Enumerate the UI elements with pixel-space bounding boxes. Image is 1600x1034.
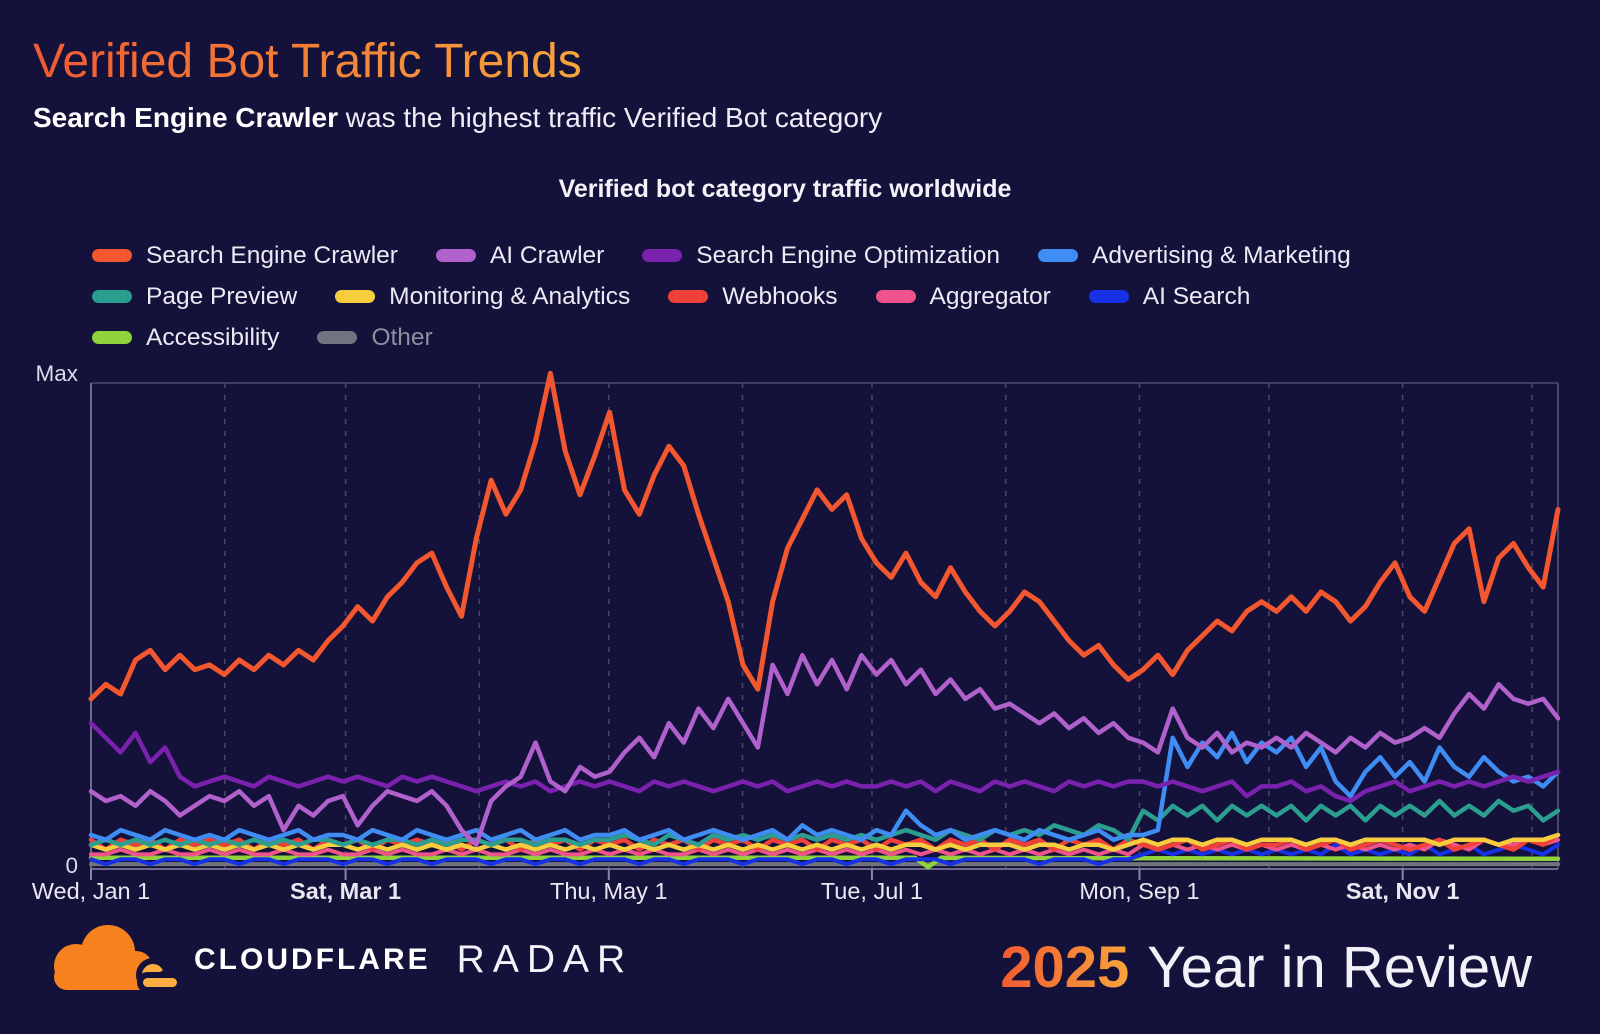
legend-swatch-icon xyxy=(92,290,132,303)
legend-item-ai-search[interactable]: AI Search xyxy=(1088,282,1251,311)
footer-brand-block: CLOUDFLARE RADAR xyxy=(34,918,633,1002)
legend-label: Search Engine Optimization xyxy=(696,241,1000,269)
cloudflare-big-cloud xyxy=(54,925,154,990)
chart-legend: Search Engine Crawler AI Crawler Search En… xyxy=(92,239,1552,354)
legend-label: Advertising & Marketing xyxy=(1092,241,1351,269)
legend-item-search-engine-optimization[interactable]: Search Engine Optimization xyxy=(642,242,1000,270)
subtitle-rest: was the highest traffic Verified Bot cat… xyxy=(338,102,883,133)
legend-swatch-icon xyxy=(1088,290,1129,303)
series-line-page-preview xyxy=(88,798,1561,847)
footer-tagline: Year in Review xyxy=(1147,935,1532,1000)
series-line-ai-search xyxy=(89,842,1560,867)
legend-label: Page Preview xyxy=(146,282,298,310)
legend-swatch-icon xyxy=(642,249,683,262)
legend-swatch-icon xyxy=(92,331,132,344)
chart-title: Verified bot category traffic worldwide xyxy=(558,175,1012,203)
legend-row: Page Preview Monitoring & Analytics Webhoo… xyxy=(92,280,1552,313)
series-line-advertising-marketing xyxy=(88,730,1561,843)
product-name: RADAR xyxy=(456,938,634,981)
legend-swatch-icon xyxy=(668,290,709,303)
legend-item-monitoring-analytics[interactable]: Monitoring & Analytics xyxy=(335,283,630,311)
legend-item-aggregator[interactable]: Aggregator xyxy=(875,282,1051,311)
brand-name: CLOUDFLARE xyxy=(194,943,431,976)
legend-row: Search Engine Crawler AI Crawler Search En… xyxy=(92,239,1552,272)
legend-label: AI Crawler xyxy=(489,241,605,269)
legend-swatch-icon xyxy=(92,249,132,262)
legend-swatch-icon xyxy=(435,249,476,262)
x-tick-label: Sat, Nov 1 xyxy=(1345,878,1460,904)
series-line-monitoring-analytics xyxy=(88,832,1561,852)
traffic-line-chart xyxy=(88,370,1561,880)
legend-item-webhooks[interactable]: Webhooks xyxy=(668,282,838,311)
legend-item-page-preview[interactable]: Page Preview xyxy=(92,283,297,311)
x-tick-label: Thu, May 1 xyxy=(549,878,668,904)
legend-swatch-icon xyxy=(1038,249,1078,262)
x-tick-label: Mon, Sep 1 xyxy=(1079,878,1200,904)
y-axis-zero-label: 0 xyxy=(65,853,78,878)
cloudflare-small-cloud xyxy=(136,958,183,994)
legend-label: Other xyxy=(371,323,433,351)
legend-label: Aggregator xyxy=(929,282,1051,310)
page-subtitle: Search Engine Crawler was the highest tr… xyxy=(33,102,882,134)
legend-item-advertising-marketing[interactable]: Advertising & Marketing xyxy=(1038,242,1351,270)
cloudflare-logo-icon xyxy=(54,925,183,994)
y-axis-max-label: Max xyxy=(35,361,78,386)
legend-label: Monitoring & Analytics xyxy=(389,282,631,310)
legend-swatch-icon xyxy=(335,290,376,303)
legend-swatch-icon xyxy=(875,290,916,303)
legend-label: Webhooks xyxy=(722,282,838,310)
page-title: Verified Bot Traffic Trends xyxy=(33,35,582,88)
legend-swatch-icon xyxy=(317,331,358,344)
legend-label: Search Engine Crawler xyxy=(146,241,398,269)
legend-item-accessibility[interactable]: Accessibility xyxy=(92,324,279,352)
x-tick-label: Sat, Mar 1 xyxy=(290,878,402,904)
series-line-search-engine-optimization xyxy=(88,720,1561,804)
series-line-search-engine-crawler xyxy=(88,370,1561,702)
subtitle-highlight: Search Engine Crawler xyxy=(33,102,339,133)
x-tick-label: Tue, Jul 1 xyxy=(820,878,924,904)
legend-label: Accessibility xyxy=(146,323,280,351)
x-tick-label: Wed, Jan 1 xyxy=(31,878,151,904)
footer-year-block: 2025 Year in Review xyxy=(1000,934,1532,1001)
legend-item-other[interactable]: Other xyxy=(317,323,433,352)
legend-item-ai-crawler[interactable]: AI Crawler xyxy=(435,241,605,270)
legend-item-search-engine-crawler[interactable]: Search Engine Crawler xyxy=(92,242,398,270)
footer-year: 2025 xyxy=(1000,935,1130,1000)
series-line-ai-crawler xyxy=(88,652,1561,847)
legend-row: Accessibility Other xyxy=(92,321,1552,354)
legend-label: AI Search xyxy=(1142,282,1251,310)
